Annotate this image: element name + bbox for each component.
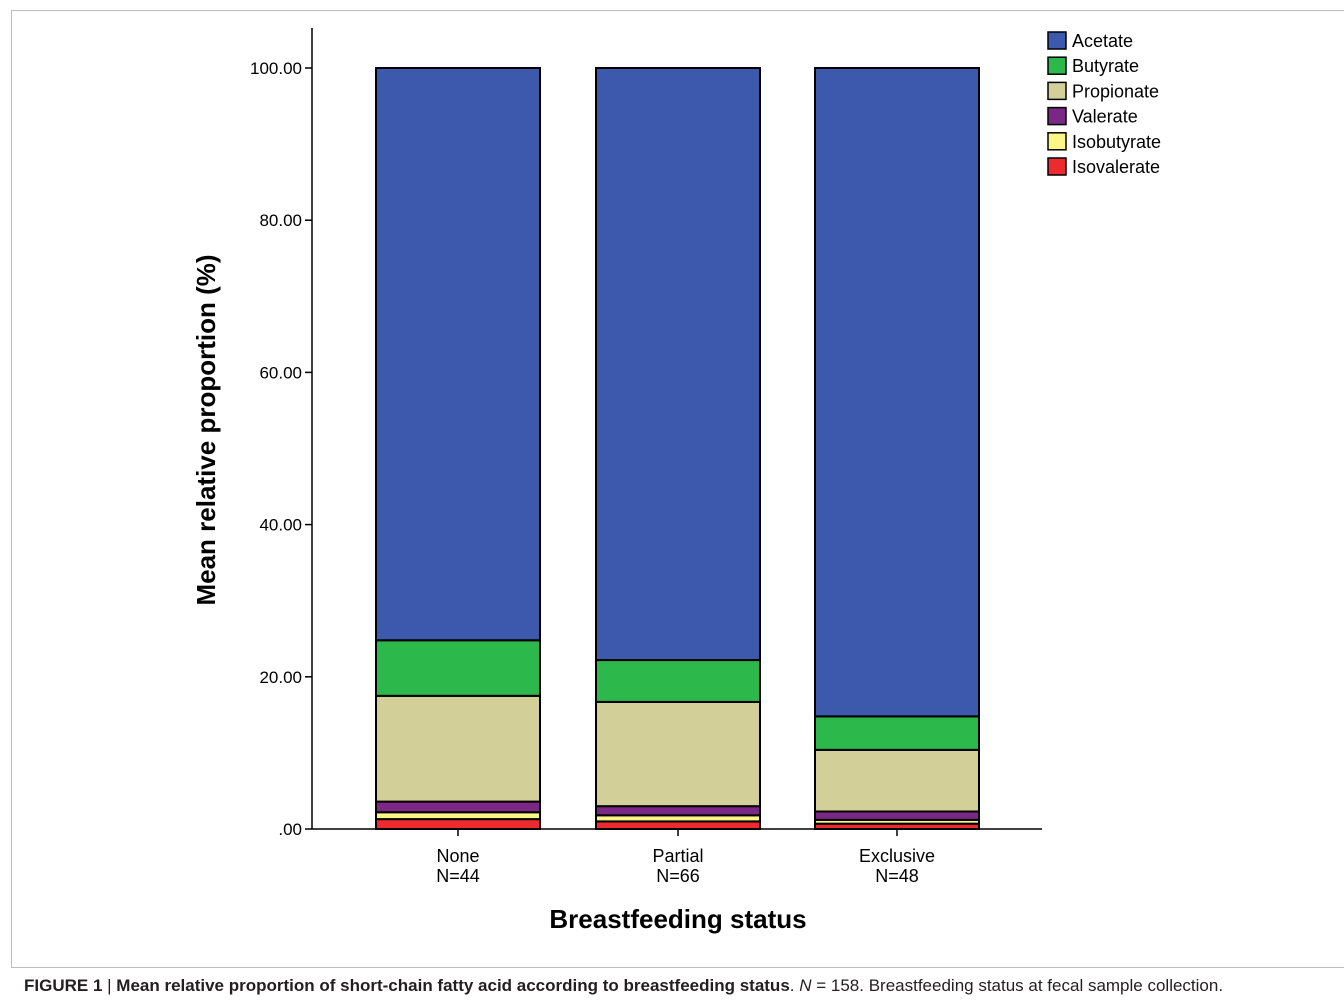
legend-label-isovalerate: Isovalerate <box>1072 157 1160 177</box>
caption-n-text: = 158. Breastfeeding status at fecal sam… <box>811 976 1224 995</box>
bar-none-propionate <box>375 694 541 803</box>
bar-exclusive-butyrate <box>814 715 980 751</box>
bar-exclusive-valerate <box>814 810 980 821</box>
y-tick-label-4: 80.00 <box>259 211 302 230</box>
x-tick-n-label-none: N=44 <box>436 866 480 886</box>
bar-none-isovalerate <box>375 818 541 830</box>
legend-swatch-valerate <box>1047 106 1067 126</box>
caption-n-symbol: N <box>799 976 812 995</box>
legend-label-butyrate: Butyrate <box>1072 56 1139 76</box>
bar-exclusive-acetate <box>814 67 980 718</box>
y-tick-label-2: 40.00 <box>259 516 302 535</box>
legend-swatch-isobutyrate <box>1047 132 1067 151</box>
caption-separator: | <box>102 976 117 995</box>
bar-partial-isovalerate <box>595 820 761 831</box>
x-tick-n-label-partial: N=66 <box>656 866 700 886</box>
legend-swatch-propionate <box>1047 81 1067 101</box>
legend-swatch-isovalerate <box>1047 157 1067 176</box>
x-tick-n-label-exclusive: N=48 <box>875 866 919 886</box>
legend-label-isobutyrate: Isobutyrate <box>1072 132 1161 152</box>
y-axis-title: Mean relative proportion (%) <box>191 254 221 605</box>
figure-caption: FIGURE 1 | Mean relative proportion of s… <box>24 976 1224 995</box>
y-tick-label-5: 100.00 <box>250 59 302 78</box>
y-tick-label-1: 20.00 <box>259 668 302 687</box>
bar-partial-butyrate <box>595 659 761 703</box>
bar-exclusive-propionate <box>814 748 980 813</box>
bar-none-valerate <box>375 800 541 814</box>
x-tick-label-partial: Partial <box>652 846 703 866</box>
bar-partial-valerate <box>595 805 761 817</box>
x-tick-label-none: None <box>436 846 479 866</box>
legend-label-valerate: Valerate <box>1072 107 1138 127</box>
x-axis-title: Breastfeeding status <box>549 904 806 934</box>
legend-label-propionate: Propionate <box>1072 81 1159 101</box>
y-tick-label-3: 60.00 <box>259 363 302 382</box>
legend-swatch-butyrate <box>1047 56 1067 75</box>
y-tick-label-0: .00 <box>278 820 302 839</box>
bar-none-isobutyrate <box>375 811 541 821</box>
bar-partial-propionate <box>595 700 761 808</box>
caption-title: Mean relative proportion of short-chain … <box>116 976 790 995</box>
legend-label-acetate: Acetate <box>1072 31 1133 51</box>
figure-frame <box>11 10 1344 968</box>
bar-none-butyrate <box>375 639 541 697</box>
x-tick-label-exclusive: Exclusive <box>859 846 935 866</box>
bar-none-acetate <box>375 67 541 642</box>
bar-partial-acetate <box>595 67 761 662</box>
legend-swatch-acetate <box>1047 31 1067 50</box>
caption-label: FIGURE 1 <box>24 976 103 995</box>
